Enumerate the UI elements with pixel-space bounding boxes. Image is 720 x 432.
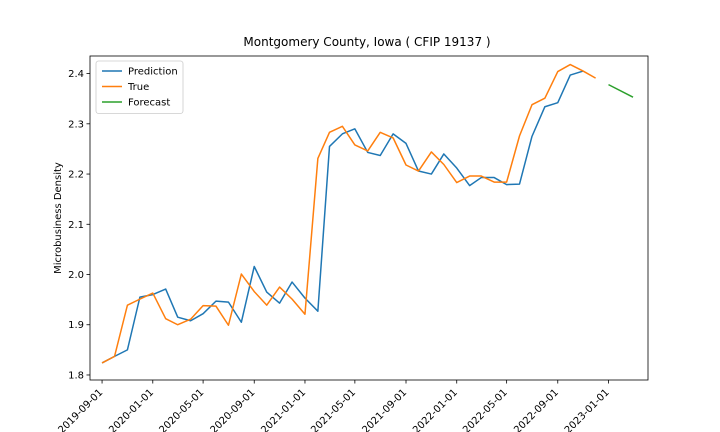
x-tick-label: 2019-09-01 <box>56 387 105 432</box>
y-tick-label: 2.0 <box>68 270 84 281</box>
y-tick-label: 1.9 <box>68 320 84 331</box>
x-tick-label: 2023-01-01 <box>563 387 612 432</box>
y-tick-label: 2.3 <box>68 119 84 130</box>
series-line-prediction <box>101 70 584 364</box>
series-line-true <box>101 63 596 364</box>
x-tick-label: 2021-05-01 <box>309 387 358 432</box>
y-tick-label: 2.1 <box>68 220 84 231</box>
y-axis-title: Microbusiness Density <box>53 162 64 274</box>
chart-title: Montgomery County, Iowa ( CFIP 19137 ) <box>243 35 490 49</box>
x-tick-label: 2020-01-01 <box>107 387 156 432</box>
legend-frame <box>95 60 184 114</box>
y-tick-label: 1.8 <box>68 370 84 381</box>
legend-label-true: True <box>127 82 149 93</box>
x-tick-label: 2022-01-01 <box>411 387 460 432</box>
y-tick-label: 2.2 <box>68 170 84 181</box>
x-tick-label: 2020-09-01 <box>209 387 258 432</box>
series-layer <box>101 63 634 364</box>
legend: Prediction True Forecast <box>95 60 184 114</box>
x-tick-label: 2020-05-01 <box>158 387 207 432</box>
x-tick-label: 2022-09-01 <box>512 387 561 432</box>
x-tick-label: 2021-01-01 <box>259 387 308 432</box>
series-line-forecast <box>608 83 634 98</box>
y-tick-label: 2.4 <box>68 69 84 80</box>
legend-label-prediction: Prediction <box>128 67 178 78</box>
x-tick-label: 2021-09-01 <box>360 387 409 432</box>
legend-label-forecast: Forecast <box>128 98 170 109</box>
plot-frame <box>89 55 649 381</box>
x-tick-label: 2022-05-01 <box>461 387 510 432</box>
